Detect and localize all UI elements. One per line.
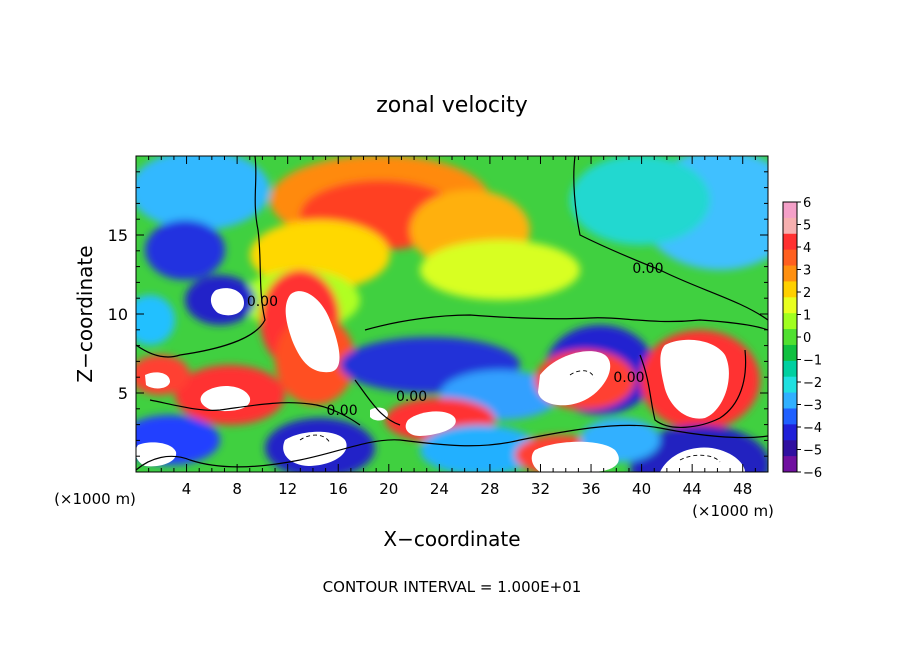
colorbar-swatch	[783, 233, 797, 251]
colorbar-swatch	[783, 424, 797, 441]
colorbar-tick-label: −2	[803, 376, 822, 391]
chart-title: zonal velocity	[376, 93, 528, 118]
colorbar-tick-label: 4	[803, 241, 811, 256]
y-axis-label: Z−coordinate	[73, 245, 97, 382]
contour-interval-note: CONTOUR INTERVAL = 1.000E+01	[323, 578, 582, 596]
x-tick-label: 36	[581, 480, 600, 498]
colorbar-swatch	[783, 265, 797, 282]
x-tick-label: 12	[278, 480, 297, 498]
contour-label: 0.00	[613, 370, 644, 386]
x-tick-label: 44	[683, 480, 702, 498]
x-tick-label: 24	[430, 480, 449, 498]
colorbar-tick-label: −4	[803, 421, 822, 436]
y-tick-label: 15	[108, 226, 128, 245]
x-axis: 4 8 12 16 20 24 28 32 36 40 44 48	[148, 156, 756, 498]
contour-label: 0.00	[632, 261, 663, 277]
x-tick-label: 48	[733, 480, 752, 498]
x-tick-label: 20	[379, 480, 398, 498]
colorbar-swatch	[783, 408, 797, 425]
contour-label: 0.00	[326, 403, 357, 419]
colorbar-swatch	[783, 440, 797, 457]
x-tick-label: 16	[329, 480, 348, 498]
colorbar-swatch	[783, 376, 797, 394]
colorbar-tick-label: −3	[803, 399, 822, 414]
colorbar-tick-label: −1	[803, 354, 822, 369]
colorbar-tick-label: 0	[803, 331, 811, 346]
colorbar: 6 5 4 3 2 1 0 −1 −2 −3 −4 −5 −6	[782, 196, 822, 481]
y-tick-label: 10	[108, 305, 128, 324]
colorbar-swatch	[783, 392, 797, 409]
colorbar-tick-label: 3	[803, 264, 811, 279]
y-unit-label: (×1000 m)	[54, 490, 136, 508]
colorbar-swatch	[783, 297, 797, 314]
contour-label: 0.00	[396, 389, 427, 405]
heatmap-field	[136, 156, 768, 472]
x-tick-label: 32	[531, 480, 550, 498]
x-tick-label: 4	[182, 480, 192, 498]
contour-label: 0.00	[247, 294, 278, 310]
x-unit-label: (×1000 m)	[692, 502, 774, 520]
colorbar-tick-label: −6	[803, 466, 822, 481]
colorbar-tick-label: −5	[803, 444, 822, 459]
y-tick-label: 5	[118, 384, 128, 403]
colorbar-swatch	[783, 313, 797, 330]
colorbar-swatch	[783, 217, 797, 235]
colorbar-swatch	[783, 202, 797, 219]
colorbar-tick-label: 2	[803, 286, 811, 301]
colorbar-swatch	[783, 360, 797, 378]
colorbar-swatch	[783, 329, 797, 346]
y-axis: 5 10 15	[108, 171, 768, 457]
colorbar-tick-label: 6	[803, 196, 811, 211]
x-tick-label: 8	[232, 480, 242, 498]
colorbar-swatch	[783, 344, 797, 362]
colorbar-swatch	[783, 249, 797, 267]
contour-labels: 0.00 0.00 0.00 0.00 0.00	[247, 261, 664, 419]
x-axis-label: X−coordinate	[383, 527, 520, 551]
colorbar-swatch	[783, 281, 797, 298]
colorbar-tick-label: 1	[803, 309, 811, 324]
x-tick-label: 40	[632, 480, 651, 498]
colorbar-tick-label: 5	[803, 219, 811, 234]
x-tick-label: 28	[480, 480, 499, 498]
colorbar-swatch	[783, 456, 797, 473]
